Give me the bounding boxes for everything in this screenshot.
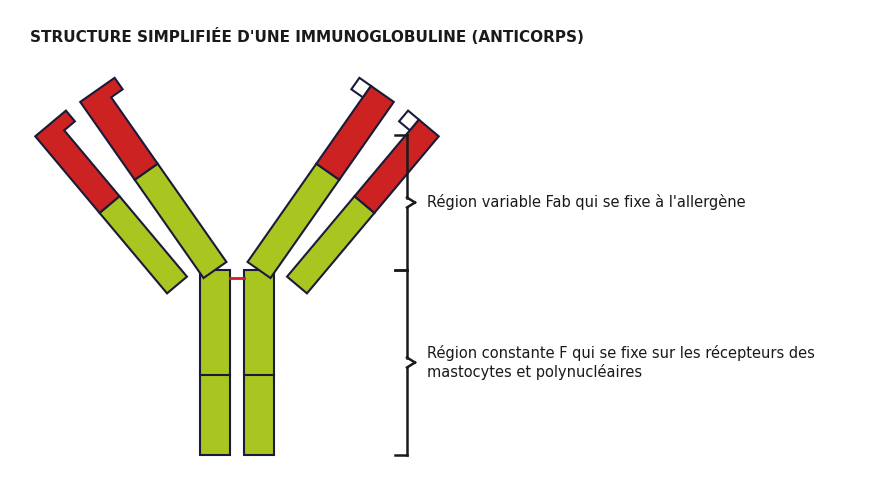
Polygon shape <box>287 196 375 293</box>
Polygon shape <box>247 164 340 278</box>
Polygon shape <box>351 78 370 97</box>
Text: STRUCTURE SIMPLIFIÉE D'UNE IMMUNOGLOBULINE (ANTICORPS): STRUCTURE SIMPLIFIÉE D'UNE IMMUNOGLOBULI… <box>30 28 583 45</box>
Polygon shape <box>135 164 226 278</box>
Polygon shape <box>244 270 274 455</box>
Polygon shape <box>200 270 230 455</box>
Text: Région constante F qui se fixe sur les récepteurs des
mastocytes et polynucléair: Région constante F qui se fixe sur les r… <box>427 345 815 380</box>
Polygon shape <box>317 86 393 180</box>
Polygon shape <box>35 111 120 213</box>
Polygon shape <box>355 120 439 213</box>
Polygon shape <box>400 111 419 130</box>
Text: Région variable Fab qui se fixe à l'allergène: Région variable Fab qui se fixe à l'alle… <box>427 194 745 210</box>
Polygon shape <box>80 78 158 180</box>
Polygon shape <box>99 196 187 293</box>
